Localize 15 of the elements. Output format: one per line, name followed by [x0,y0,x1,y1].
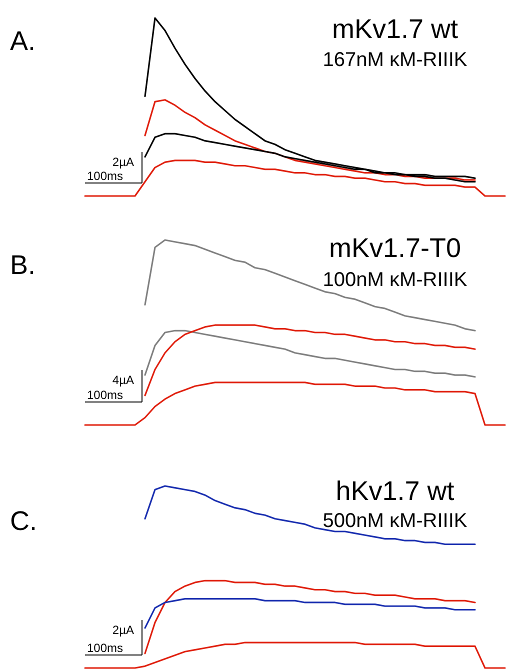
chart-title: hKv1.7 wt [336,476,455,506]
annotation: 100ms [87,641,124,655]
annotation: 100ms [87,169,124,183]
annotation: 100ms [87,388,124,402]
text: B. [10,250,36,280]
chart-title: mKv1.7-T0 [328,233,462,263]
text: 500nM κM-RIIIK [322,510,468,532]
annotation: 2µA [112,623,134,637]
text: C. [10,506,37,536]
annotation: 2µA [112,155,134,169]
chart-title: mKv1.7 wt [332,14,459,44]
text: 100nM κM-RIIIK [322,269,468,291]
annotation: 4µA [112,373,134,387]
text: A. [10,26,36,56]
text: 167nM κM-RIIIK [322,49,468,71]
